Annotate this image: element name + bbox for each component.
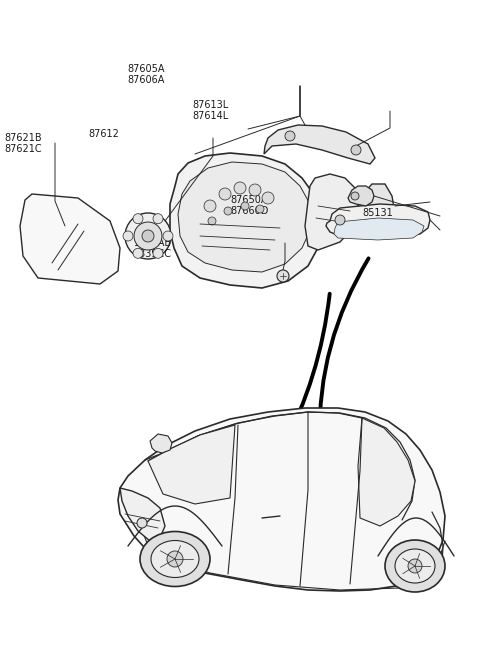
Text: 1327AB: 1327AB (134, 237, 172, 248)
Polygon shape (178, 162, 312, 272)
Circle shape (224, 207, 232, 215)
Polygon shape (120, 488, 165, 541)
Circle shape (123, 231, 133, 241)
Circle shape (153, 249, 163, 258)
Text: 87612: 87612 (89, 129, 120, 140)
Text: 87650A: 87650A (230, 195, 268, 205)
Circle shape (167, 551, 183, 567)
Circle shape (137, 518, 147, 528)
Polygon shape (358, 418, 415, 526)
Text: 85101: 85101 (362, 219, 393, 230)
Polygon shape (170, 153, 322, 288)
Polygon shape (20, 194, 120, 284)
Circle shape (208, 217, 216, 225)
Circle shape (351, 145, 361, 155)
Circle shape (351, 192, 359, 200)
Circle shape (133, 214, 143, 224)
Polygon shape (352, 184, 395, 238)
Ellipse shape (395, 549, 435, 583)
Circle shape (234, 182, 246, 194)
Circle shape (277, 270, 289, 282)
Polygon shape (118, 408, 445, 591)
Circle shape (335, 215, 345, 225)
Circle shape (125, 213, 171, 259)
Polygon shape (305, 174, 360, 250)
Text: 87614L: 87614L (192, 111, 228, 121)
Circle shape (133, 249, 143, 258)
Circle shape (134, 222, 162, 250)
Text: 87606A: 87606A (127, 75, 165, 85)
Circle shape (163, 231, 173, 241)
Circle shape (153, 214, 163, 224)
Circle shape (219, 188, 231, 200)
Polygon shape (264, 125, 375, 164)
Polygon shape (326, 204, 430, 238)
Polygon shape (348, 186, 374, 206)
Circle shape (408, 559, 422, 573)
Ellipse shape (385, 540, 445, 592)
Polygon shape (148, 425, 235, 504)
Text: 1339CC: 1339CC (134, 249, 172, 259)
Circle shape (256, 205, 264, 213)
Circle shape (241, 202, 249, 210)
Text: 87621B: 87621B (5, 133, 42, 143)
Text: 87621C: 87621C (5, 144, 42, 154)
Text: 87660D: 87660D (230, 206, 269, 216)
Text: 87613L: 87613L (192, 100, 228, 110)
Polygon shape (334, 218, 424, 240)
Ellipse shape (151, 541, 199, 577)
Text: 87605A: 87605A (127, 64, 165, 74)
Text: 85131: 85131 (362, 208, 393, 218)
Circle shape (262, 192, 274, 204)
Circle shape (142, 230, 154, 242)
Circle shape (204, 200, 216, 212)
Ellipse shape (140, 531, 210, 586)
Circle shape (249, 184, 261, 196)
Circle shape (285, 131, 295, 141)
Polygon shape (150, 434, 172, 453)
